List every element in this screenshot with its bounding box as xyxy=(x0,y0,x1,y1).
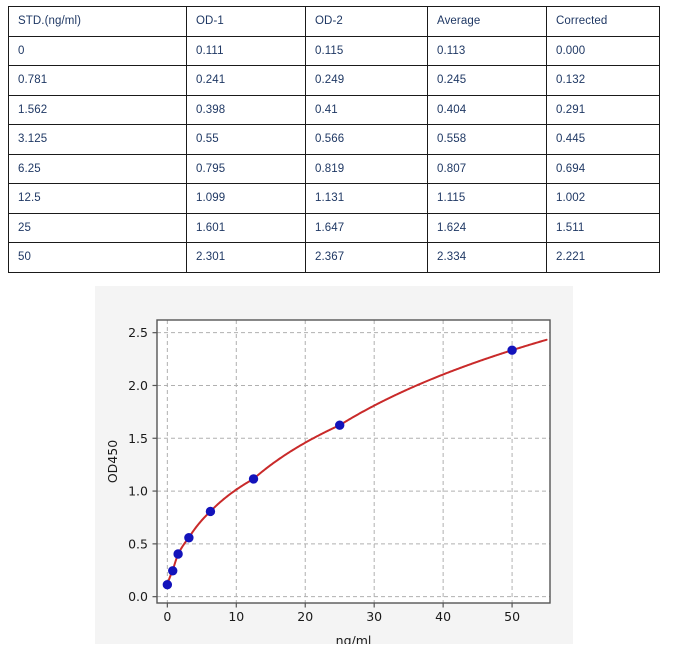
cell-od2: 0.41 xyxy=(305,94,428,125)
cell-od2: 1.647 xyxy=(305,212,428,243)
y-tick-label: 2.5 xyxy=(128,325,148,340)
cell-od1: 0.241 xyxy=(186,65,306,96)
y-tick-label: 1.5 xyxy=(128,431,148,446)
y-tick-label: 1.0 xyxy=(128,484,148,499)
cell-od1: 0.55 xyxy=(186,124,306,155)
column-header-std: STD.(ng/ml) xyxy=(8,6,187,37)
plot-area-background xyxy=(157,320,550,603)
column-header-od2: OD-2 xyxy=(305,6,428,37)
column-header-od1: OD-1 xyxy=(186,6,306,37)
data-point xyxy=(507,345,517,355)
table-row: 1.562 0.398 0.41 0.404 0.291 xyxy=(8,94,660,125)
fitted-curve xyxy=(166,338,548,586)
cell-od1: 0.398 xyxy=(186,94,306,125)
cell-corrected: 1.511 xyxy=(546,212,660,243)
cell-std: 25 xyxy=(8,212,187,243)
table-row: 0 0.111 0.115 0.113 0.000 xyxy=(8,35,660,66)
cell-std: 0 xyxy=(8,35,187,66)
cell-average: 1.115 xyxy=(427,183,547,214)
x-axis-tick-labels: 0 10 20 30 40 50 xyxy=(163,609,520,624)
cell-average: 0.113 xyxy=(427,35,547,66)
x-tick-label: 30 xyxy=(366,609,382,624)
data-point xyxy=(248,474,259,484)
x-tick-label: 10 xyxy=(228,609,244,624)
cell-std: 0.781 xyxy=(8,65,187,96)
data-point xyxy=(184,533,194,543)
cell-corrected: 0.291 xyxy=(546,94,660,125)
chart-axes-frame xyxy=(156,319,551,604)
cell-od2: 2.367 xyxy=(305,242,428,273)
cell-std: 1.562 xyxy=(8,94,187,125)
table-row: 0.781 0.241 0.249 0.245 0.132 xyxy=(8,65,660,96)
table-row: 50 2.301 2.367 2.334 2.221 xyxy=(8,242,660,273)
cell-od1: 1.601 xyxy=(186,212,306,243)
cell-od2: 0.115 xyxy=(305,35,428,66)
y-axis-title: OD450 xyxy=(105,440,120,483)
table-header-row: STD.(ng/ml) OD-1 OD-2 Average Corrected xyxy=(8,6,660,37)
cell-od1: 2.301 xyxy=(186,242,306,273)
x-tick-label: 20 xyxy=(297,609,313,624)
y-tick-label: 2.0 xyxy=(128,378,148,393)
cell-average: 1.624 xyxy=(427,212,547,243)
cell-average: 2.334 xyxy=(427,242,547,273)
data-point xyxy=(335,420,345,430)
data-point xyxy=(168,566,178,576)
table-row: 3.125 0.55 0.566 0.558 0.445 xyxy=(8,124,660,155)
cell-od2: 0.249 xyxy=(305,65,428,96)
table-row: 6.25 0.795 0.819 0.807 0.694 xyxy=(8,153,660,184)
y-tick-label: 0.5 xyxy=(128,536,148,551)
cell-od1: 0.795 xyxy=(186,153,306,184)
cell-od1: 1.099 xyxy=(186,183,306,214)
table-row: 25 1.601 1.647 1.624 1.511 xyxy=(8,212,660,243)
standard-curve-table: STD.(ng/ml) OD-1 OD-2 Average Corrected … xyxy=(8,6,660,273)
x-tick-label: 40 xyxy=(435,609,451,624)
cell-std: 3.125 xyxy=(8,124,187,155)
cell-std: 50 xyxy=(8,242,187,273)
standard-curve-chart: 0 10 20 30 40 50 0.0 0.5 1.0 1.5 2.0 2.5 ng/ml OD4… xyxy=(95,286,573,644)
standard-curve-chart-panel: 0 10 20 30 40 50 0.0 0.5 1.0 1.5 2.0 2.5 ng/ml OD4… xyxy=(95,286,573,644)
column-header-corrected: Corrected xyxy=(546,6,660,37)
cell-average: 0.404 xyxy=(427,94,547,125)
cell-corrected: 0.694 xyxy=(546,153,660,184)
cell-od1: 0.111 xyxy=(186,35,306,66)
cell-corrected: 1.002 xyxy=(546,183,660,214)
y-tick-label: 0.0 xyxy=(128,589,148,604)
data-point xyxy=(205,506,216,517)
column-header-average: Average xyxy=(427,6,547,37)
data-point xyxy=(162,580,173,590)
chart-gridlines xyxy=(157,320,550,603)
cell-corrected: 0.000 xyxy=(546,35,660,66)
cell-corrected: 2.221 xyxy=(546,242,660,273)
cell-od2: 0.566 xyxy=(305,124,428,155)
cell-od2: 0.819 xyxy=(305,153,428,184)
chart-tick-marks xyxy=(152,332,513,608)
cell-average: 0.807 xyxy=(427,153,547,184)
cell-corrected: 0.445 xyxy=(546,124,660,155)
table-row: 12.5 1.099 1.131 1.115 1.002 xyxy=(8,183,660,214)
cell-average: 0.558 xyxy=(427,124,547,155)
data-points xyxy=(162,345,517,590)
cell-od2: 1.131 xyxy=(305,183,428,214)
cell-average: 0.245 xyxy=(427,65,547,96)
cell-std: 6.25 xyxy=(8,153,187,184)
y-axis-tick-labels: 0.0 0.5 1.0 1.5 2.0 2.5 xyxy=(128,325,148,604)
cell-corrected: 0.132 xyxy=(546,65,660,96)
x-tick-label: 50 xyxy=(504,609,520,624)
cell-std: 12.5 xyxy=(8,183,187,214)
x-tick-label: 0 xyxy=(163,609,171,624)
x-axis-title: ng/ml xyxy=(336,633,372,644)
data-point xyxy=(173,549,183,559)
